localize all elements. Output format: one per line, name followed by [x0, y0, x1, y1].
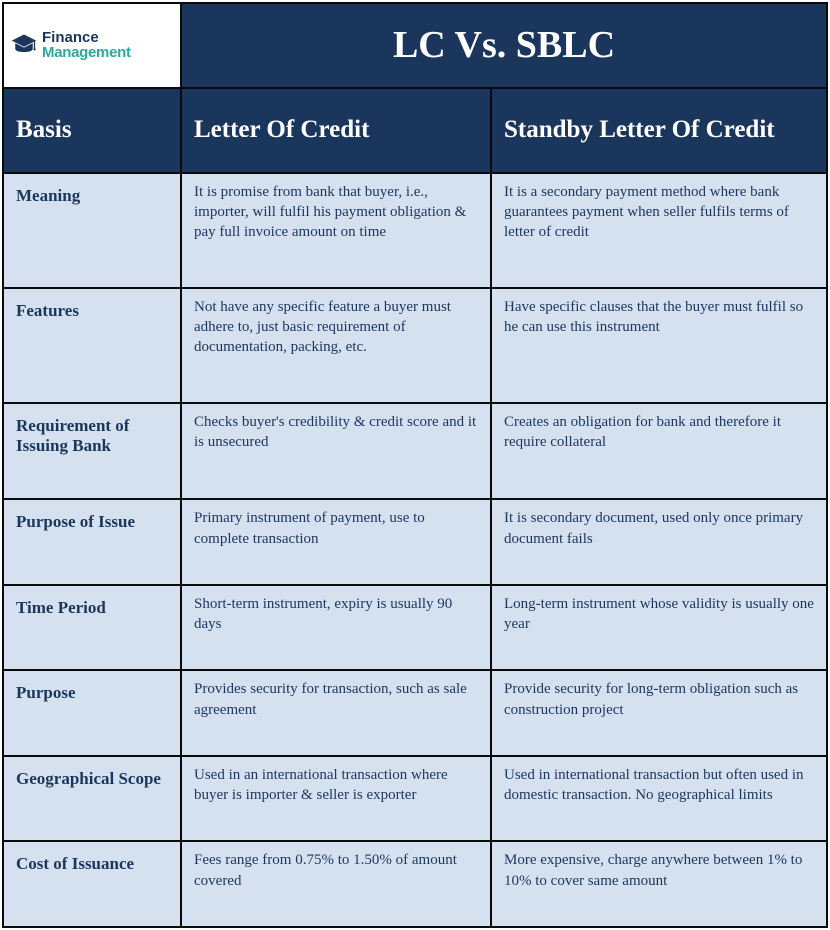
basis-label: Geographical Scope: [3, 756, 181, 842]
basis-label: Time Period: [3, 585, 181, 671]
sblc-content: Provide security for long-term obligatio…: [491, 670, 827, 756]
table-row: Requirement of Issuing Bank Checks buyer…: [3, 403, 827, 499]
header-lc: Letter Of Credit: [181, 88, 491, 173]
sblc-content: It is a secondary payment method where b…: [491, 173, 827, 288]
page-title: LC Vs. SBLC: [181, 3, 827, 88]
table-row: Time Period Short-term instrument, expir…: [3, 585, 827, 671]
lc-content: Checks buyer's credibility & credit scor…: [181, 403, 491, 499]
column-header-row: Basis Letter Of Credit Standby Letter Of…: [3, 88, 827, 173]
sblc-content: Used in international transaction but of…: [491, 756, 827, 842]
title-row: Finance Management LC Vs. SBLC: [3, 3, 827, 88]
table-row: Cost of Issuance Fees range from 0.75% t…: [3, 841, 827, 927]
basis-label: Features: [3, 288, 181, 403]
basis-label: Purpose of Issue: [3, 499, 181, 585]
table-row: Meaning It is promise from bank that buy…: [3, 173, 827, 288]
lc-content: Primary instrument of payment, use to co…: [181, 499, 491, 585]
lc-content: Short-term instrument, expiry is usually…: [181, 585, 491, 671]
lc-content: Used in an international transaction whe…: [181, 756, 491, 842]
logo-cell: Finance Management: [3, 3, 181, 88]
logo-text: Finance Management: [42, 30, 131, 60]
basis-label: Cost of Issuance: [3, 841, 181, 927]
logo-line1: Finance: [42, 30, 131, 45]
header-basis: Basis: [3, 88, 181, 173]
sblc-content: More expensive, charge anywhere between …: [491, 841, 827, 927]
basis-label: Requirement of Issuing Bank: [3, 403, 181, 499]
table-row: Geographical Scope Used in an internatio…: [3, 756, 827, 842]
header-sblc: Standby Letter Of Credit: [491, 88, 827, 173]
comparison-table-container: Finance Management LC Vs. SBLC Basis Let…: [0, 0, 830, 930]
sblc-content: Creates an obligation for bank and there…: [491, 403, 827, 499]
sblc-content: It is secondary document, used only once…: [491, 499, 827, 585]
table-row: Purpose of Issue Primary instrument of p…: [3, 499, 827, 585]
logo-line2: Management: [42, 45, 131, 60]
lc-content: It is promise from bank that buyer, i.e.…: [181, 173, 491, 288]
graduation-cap-icon: [10, 31, 38, 59]
lc-content: Not have any specific feature a buyer mu…: [181, 288, 491, 403]
sblc-content: Long-term instrument whose validity is u…: [491, 585, 827, 671]
logo: Finance Management: [10, 30, 174, 60]
comparison-table: Finance Management LC Vs. SBLC Basis Let…: [2, 2, 828, 928]
sblc-content: Have specific clauses that the buyer mus…: [491, 288, 827, 403]
basis-label: Meaning: [3, 173, 181, 288]
table-row: Features Not have any specific feature a…: [3, 288, 827, 403]
basis-label: Purpose: [3, 670, 181, 756]
lc-content: Provides security for transaction, such …: [181, 670, 491, 756]
table-row: Purpose Provides security for transactio…: [3, 670, 827, 756]
lc-content: Fees range from 0.75% to 1.50% of amount…: [181, 841, 491, 927]
